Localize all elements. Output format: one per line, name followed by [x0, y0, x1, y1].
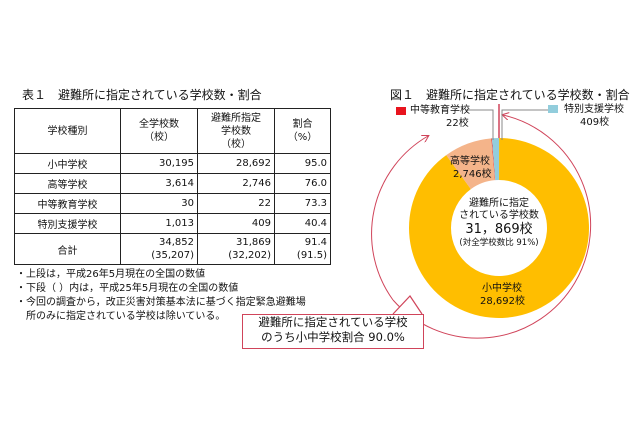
header-total-schools: 全学校数 （校）	[120, 108, 198, 154]
table-row: 特別支援学校 1,013 409 40.4	[14, 213, 331, 234]
callout-box: 避難所に指定されている学校 のうち小中学校割合 90.0%	[242, 314, 424, 349]
row-ratio: 40.4	[274, 213, 331, 234]
donut-center-text: 避難所に指定 されている学校数 31，869校 (対全学校数比 91%)	[449, 198, 549, 249]
annotation-arc-left	[371, 136, 428, 301]
label-special-name: 特別支援学校	[564, 104, 624, 115]
table-row: 中等教育学校 30 22 73.3	[14, 193, 331, 214]
note-line: 所のみに指定されている学校は除いている。	[16, 311, 226, 322]
leader-line-secondary	[466, 109, 494, 140]
table-total-row: 合計 34,852 (35,207) 31,869 (32,202) 91.4 …	[14, 233, 331, 265]
callout-pointer	[392, 295, 423, 315]
note-line: ・今回の調査から，改正災害対策基本法に基づく指定緊急避難場	[16, 297, 306, 308]
slice-elementary	[408, 138, 589, 318]
note-line: ・下段（ ）内は，平成25年5月現在の全国の数値	[16, 283, 239, 294]
figure-title: 図１ 避難所に指定されている学校数・割合	[390, 88, 630, 102]
table-notes: ・上段は，平成26年5月現在の全国の数値 ・下段（ ）内は，平成25年5月現在の…	[16, 268, 306, 324]
callout-line2: のうち小中学校割合 90.0%	[261, 330, 405, 344]
label-special-value: 409校	[580, 117, 610, 128]
callout-line1: 避難所に指定されている学校	[258, 315, 408, 329]
center-value: 31，869校	[465, 222, 533, 237]
label-elementary-name: 小中学校	[482, 283, 522, 294]
total-ratio: 91.4 (91.5)	[274, 233, 331, 265]
header-ratio: 割合 （%）	[274, 108, 331, 154]
total-all: 34,852 (35,207)	[120, 233, 198, 265]
row-ratio: 73.3	[274, 193, 331, 214]
total-designated: 31,869 (32,202)	[197, 233, 275, 265]
slice-secondary	[491, 138, 496, 181]
table-title: 表１ 避難所に指定されている学校数・割合	[22, 88, 262, 102]
secondary-color-swatch	[396, 107, 406, 115]
label-secondary-value: 22校	[446, 118, 469, 129]
label-secondary-name: 中等教育学校	[410, 105, 470, 116]
label-high-name: 高等学校	[450, 156, 490, 167]
row-ratio: 95.0	[274, 153, 331, 174]
center-note: (対全学校数比 91%)	[459, 238, 539, 248]
center-line1: 避難所に指定	[469, 198, 529, 209]
schools-table: 学校種別 全学校数 （校） 避難所指定 学校数 （校） 割合 （%） 小中学校 …	[14, 108, 331, 265]
note-line: ・上段は，平成26年5月現在の全国の数値	[16, 269, 206, 280]
total-label: 合計	[14, 233, 121, 265]
special-color-swatch	[548, 105, 558, 113]
donut-slices	[408, 137, 589, 318]
label-high-value: 2,746校	[453, 169, 492, 180]
label-elementary-value: 28,692校	[480, 296, 525, 307]
leader-line-special	[501, 109, 548, 140]
header-school-type: 学校種別	[14, 108, 121, 154]
annotation-circle-arc	[392, 115, 592, 339]
center-line2: されている学校数	[459, 210, 539, 221]
table-row: 小中学校 30,195 28,692 95.0	[14, 153, 331, 174]
slice-high	[446, 138, 495, 190]
slice-special	[491, 137, 500, 181]
